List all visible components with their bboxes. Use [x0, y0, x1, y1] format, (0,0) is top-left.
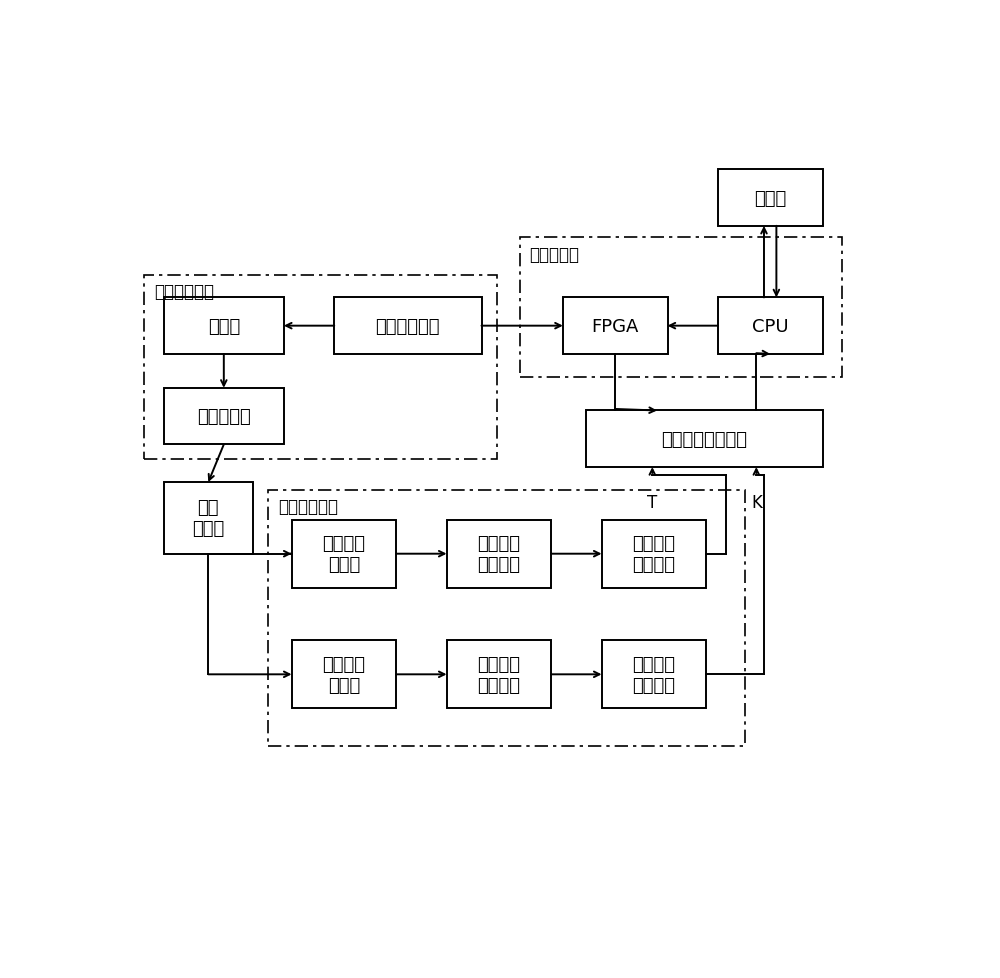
Bar: [292, 641, 396, 708]
Text: 上位机: 上位机: [754, 190, 786, 207]
Bar: [602, 520, 706, 588]
Text: FPGA: FPGA: [592, 317, 639, 335]
Bar: [447, 520, 551, 588]
Bar: [164, 298, 284, 355]
Bar: [602, 641, 706, 708]
Text: 第二增益
控制电路: 第二增益 控制电路: [477, 535, 520, 573]
Bar: [563, 298, 668, 355]
Text: 激光发射部分: 激光发射部分: [154, 283, 214, 301]
Bar: [164, 388, 284, 445]
Text: 光纤
延迟线: 光纤 延迟线: [192, 499, 224, 538]
Text: 时间数字处理模块: 时间数字处理模块: [661, 430, 747, 448]
Text: 第一时刻
鉴别电路: 第一时刻 鉴别电路: [632, 655, 675, 694]
Text: 第一光电
探测器: 第一光电 探测器: [322, 655, 365, 694]
Bar: [268, 490, 745, 746]
Text: 激光接收部分: 激光接收部分: [278, 498, 338, 515]
Bar: [718, 298, 822, 355]
Bar: [586, 411, 822, 467]
Text: 激光器: 激光器: [208, 317, 240, 335]
Text: 第二时刻
鉴别电路: 第二时刻 鉴别电路: [632, 535, 675, 573]
Bar: [718, 170, 822, 227]
Bar: [292, 520, 396, 588]
Text: CPU: CPU: [752, 317, 788, 335]
Text: K: K: [751, 494, 762, 511]
Text: 第一增益
控制电路: 第一增益 控制电路: [477, 655, 520, 694]
Bar: [164, 482, 253, 555]
Bar: [520, 238, 842, 378]
Text: 激光驱动电路: 激光驱动电路: [376, 317, 440, 335]
Text: 第二光电
探测器: 第二光电 探测器: [322, 535, 365, 573]
Text: 主控制模块: 主控制模块: [530, 245, 580, 263]
Bar: [144, 276, 497, 460]
Text: 光纤分路器: 光纤分路器: [197, 408, 251, 425]
Bar: [447, 641, 551, 708]
Text: T: T: [647, 494, 657, 511]
Bar: [334, 298, 482, 355]
